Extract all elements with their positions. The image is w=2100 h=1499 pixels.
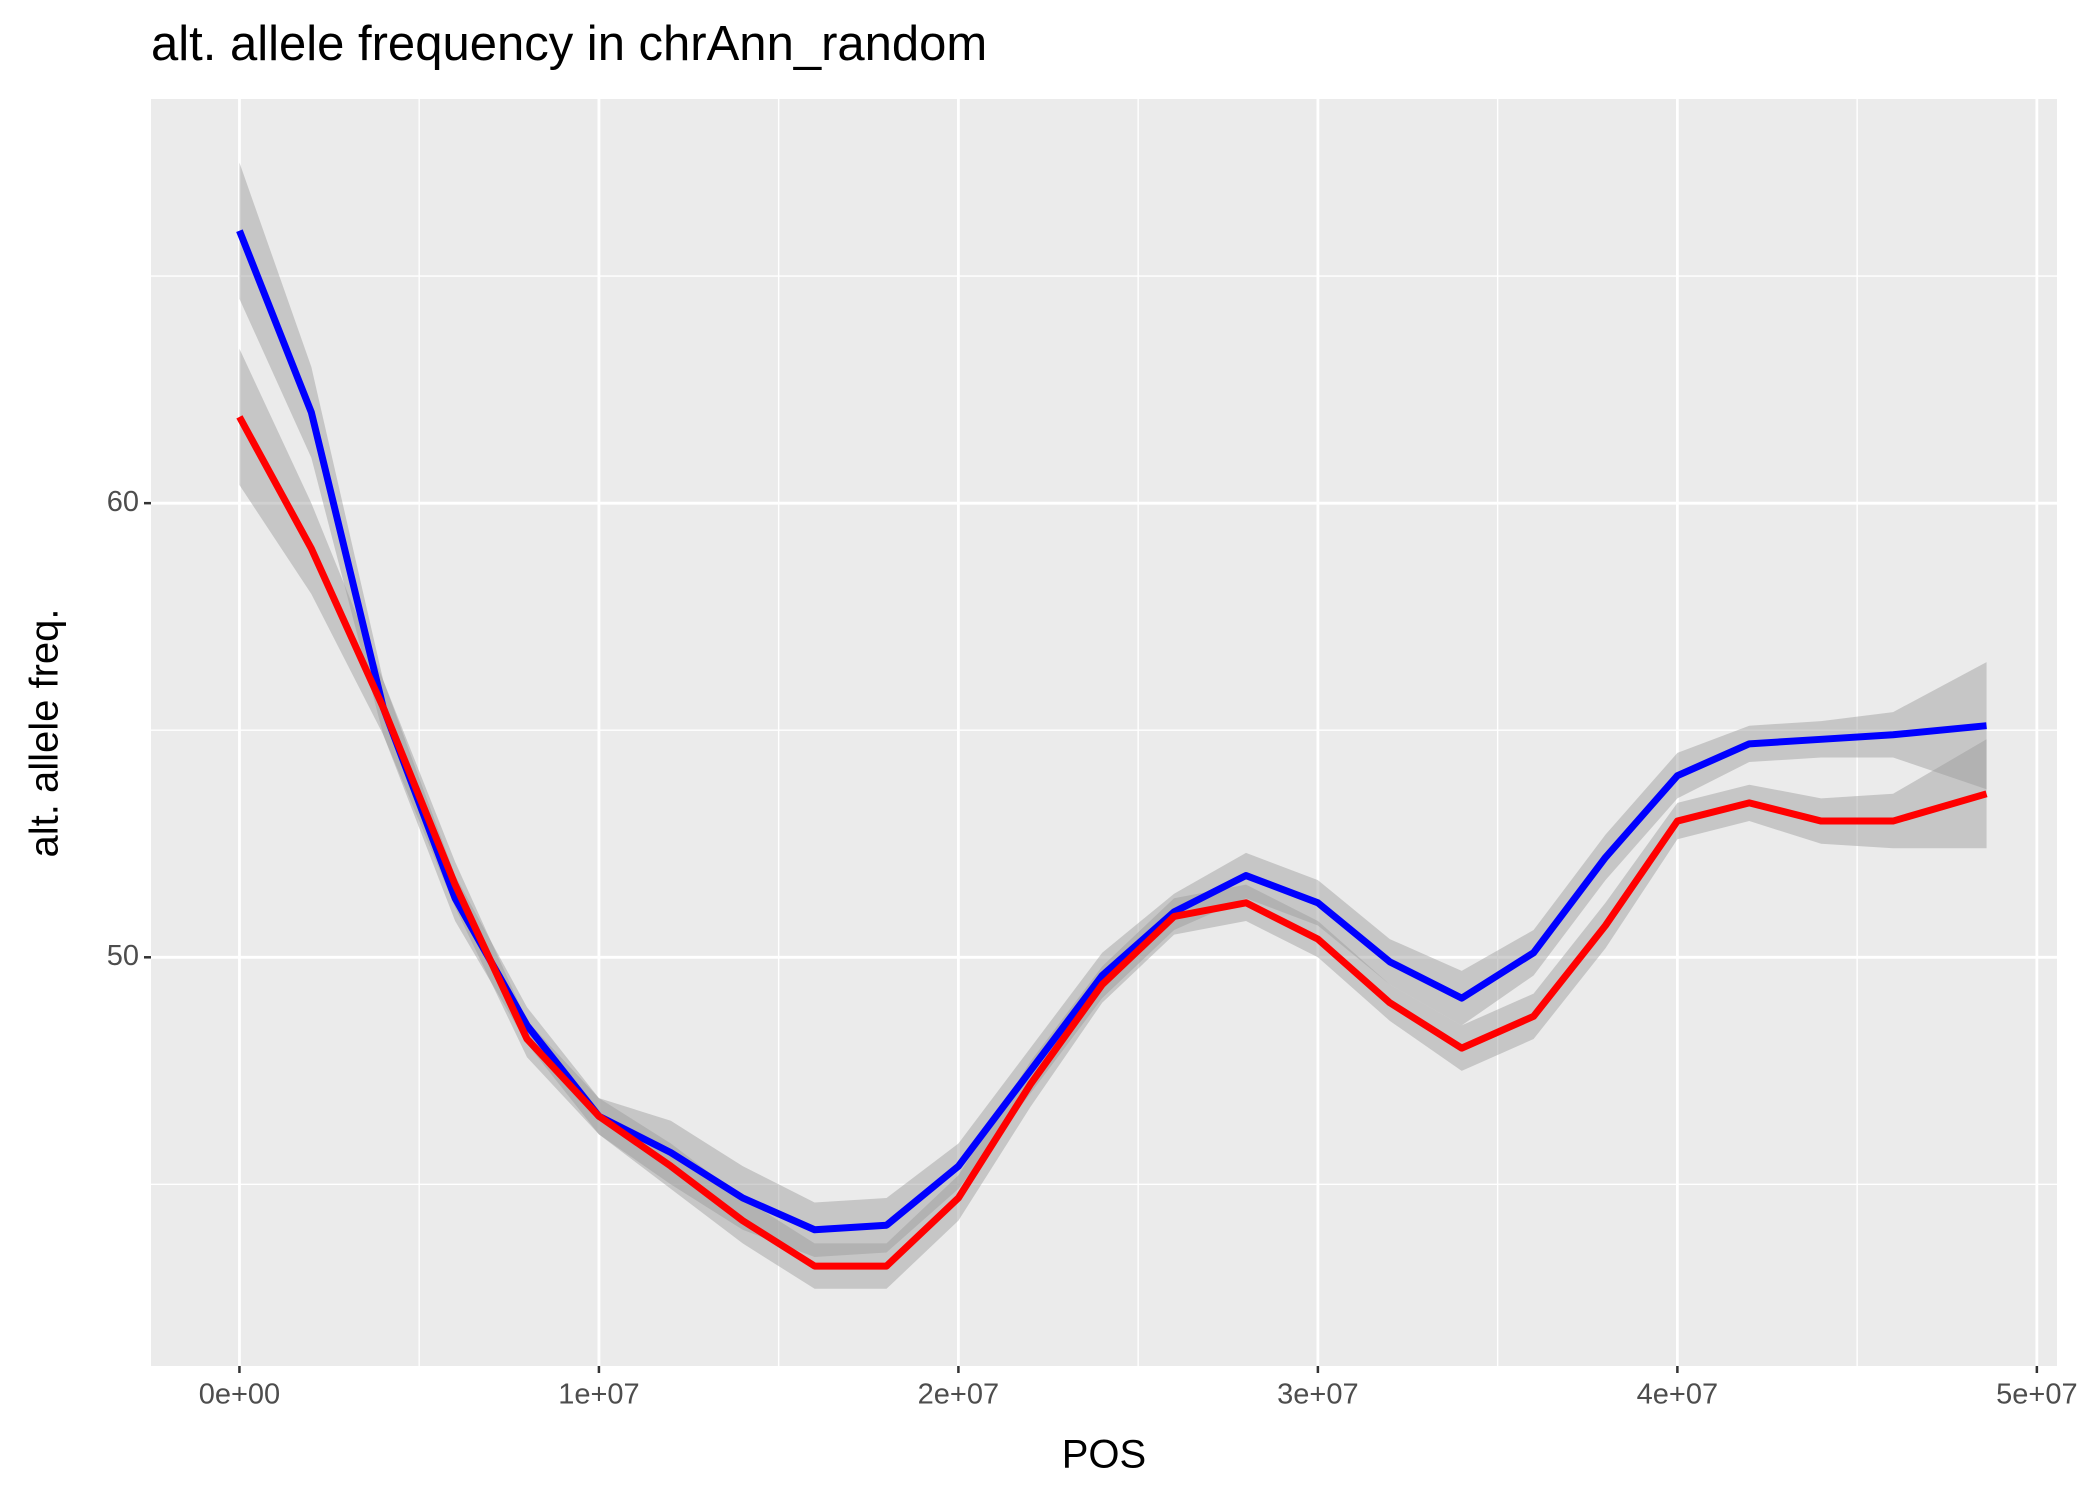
x-tick-label: 5e+07 <box>1996 1379 2077 1411</box>
chart-title: alt. allele frequency in chrAnn_random <box>151 17 987 71</box>
y-axis-title: alt. allele freq. <box>23 608 67 857</box>
x-tick-label: 2e+07 <box>918 1379 999 1411</box>
x-tick-label: 4e+07 <box>1637 1379 1718 1411</box>
x-tick-label: 1e+07 <box>558 1379 639 1411</box>
panel-background <box>151 99 2057 1366</box>
x-axis-title: POS <box>1062 1433 1146 1477</box>
series-line <box>236 415 1988 1270</box>
x-tick-label: 3e+07 <box>1277 1379 1358 1411</box>
series-line <box>236 229 1987 1234</box>
x-tick-label: 0e+00 <box>199 1379 280 1411</box>
y-tick-label: 50 <box>107 940 139 972</box>
y-tick-label: 60 <box>107 486 139 518</box>
